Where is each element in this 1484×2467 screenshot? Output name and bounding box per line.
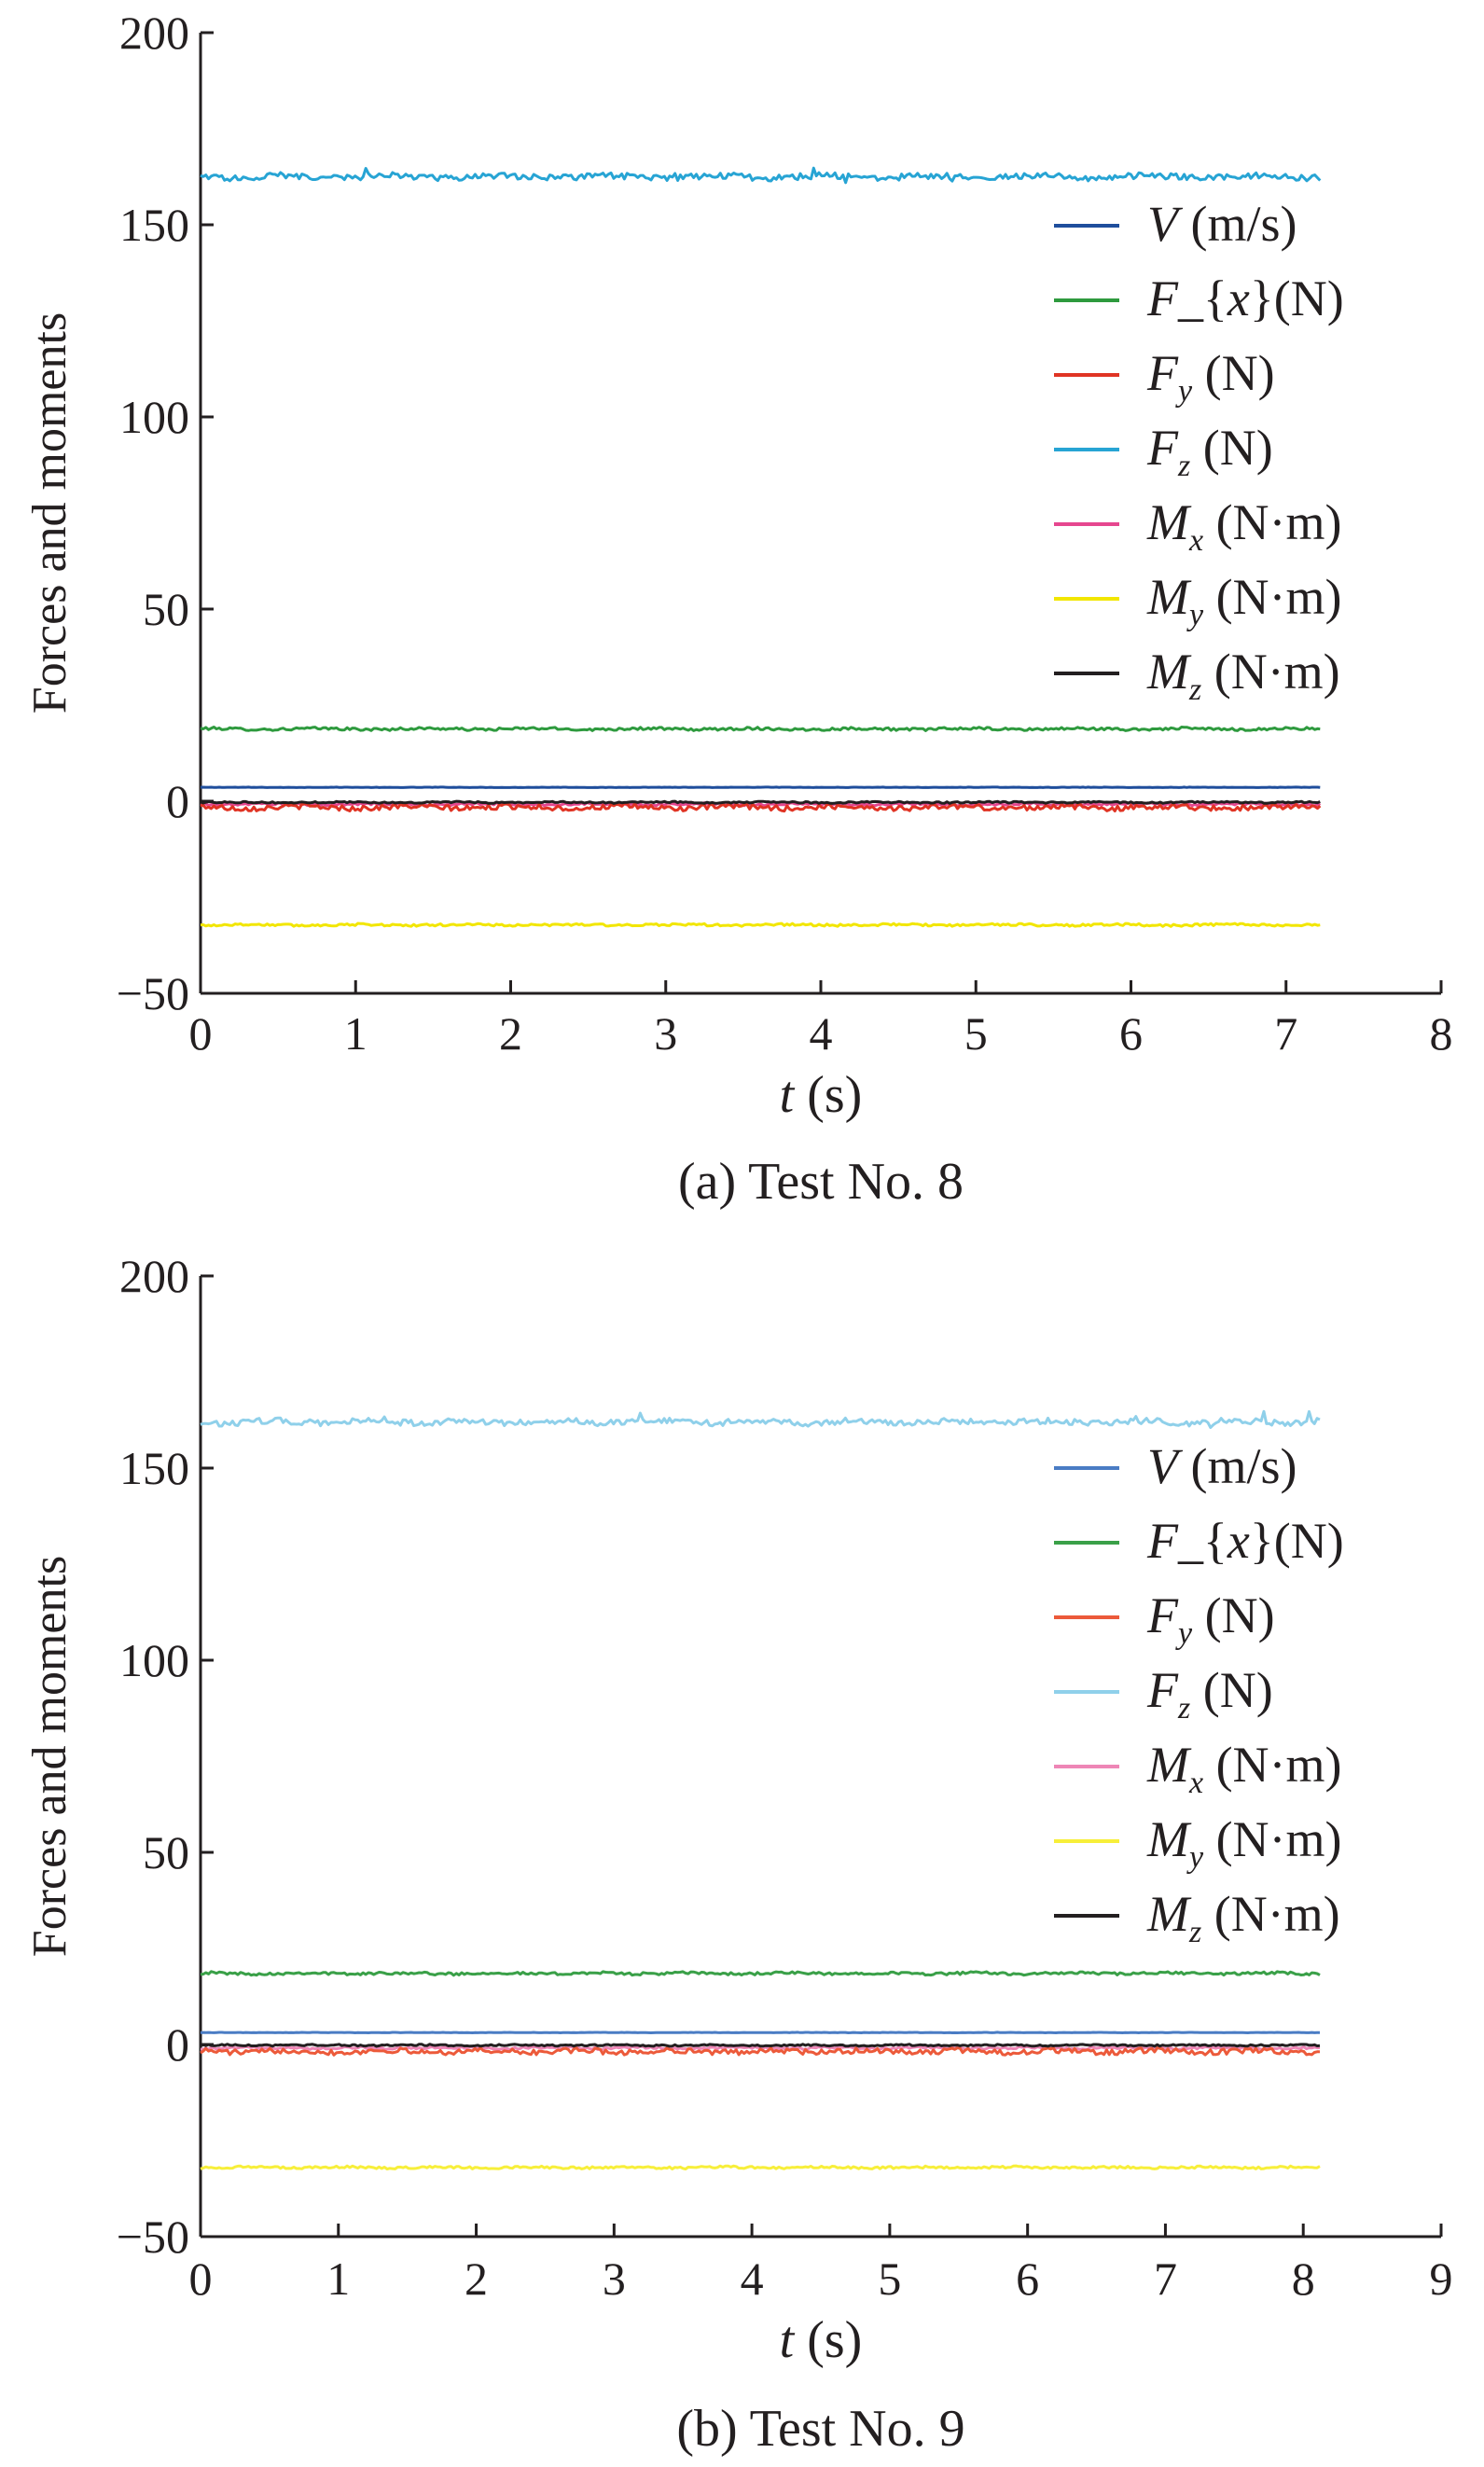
panel-caption: (a) Test No. 8 <box>678 1153 964 1211</box>
y-axis-label: Forces and moments <box>23 312 76 714</box>
x-tick-label: 7 <box>1154 2252 1177 2305</box>
series-line-fz-n <box>200 1409 1321 1430</box>
y-tick-label: 50 <box>143 1826 189 1878</box>
series-line-fy-n <box>200 2045 1321 2057</box>
legend-label: F_{x}(N) <box>1146 270 1344 326</box>
x-tick-label: 4 <box>810 1007 833 1060</box>
x-tick-label: 5 <box>964 1007 988 1060</box>
legend-item: Fz (N) <box>1054 1662 1273 1726</box>
legend: V (m/s) F_{x}(N) Fy (N) Fz (N) Mx (N·m) My (N… <box>1054 1438 1344 1949</box>
legend: V (m/s) F_{x}(N) Fy (N) Fz (N) Mx (N·m) My (N… <box>1054 196 1344 707</box>
y-tick-label: 50 <box>143 583 189 635</box>
legend-item: Fz (N) <box>1054 420 1273 483</box>
series-line-my-n-m <box>200 2164 1321 2170</box>
y-tick-label: −50 <box>117 2211 189 2263</box>
x-axis-label: t (s) <box>780 1066 863 1124</box>
x-tick-label: 2 <box>499 1007 522 1060</box>
series-line-v-m-s <box>200 785 1321 789</box>
legend-label: Mz (N·m) <box>1146 644 1340 707</box>
x-tick-label: 1 <box>326 2252 350 2305</box>
legend-item: Mz (N·m) <box>1054 644 1340 707</box>
x-tick-label: 7 <box>1274 1007 1297 1060</box>
x-tick-label: 1 <box>344 1007 368 1060</box>
panel-caption: (b) Test No. 9 <box>676 2400 964 2458</box>
legend-item: My (N·m) <box>1054 569 1342 632</box>
x-tick-label: 8 <box>1292 2252 1315 2305</box>
x-axis-label: t (s) <box>780 2311 863 2369</box>
legend-label: Fz (N) <box>1146 1662 1273 1726</box>
x-tick-label: 0 <box>189 2252 213 2305</box>
y-tick-label: 200 <box>119 7 189 59</box>
legend-label: V (m/s) <box>1147 196 1297 252</box>
y-tick-label: 150 <box>119 199 189 251</box>
series-line-v-m-s <box>200 2030 1320 2034</box>
legend-label: Mz (N·m) <box>1146 1886 1340 1949</box>
y-tick-label: 0 <box>166 775 189 827</box>
legend-item: Fy (N) <box>1054 345 1275 409</box>
y-tick-label: 200 <box>119 1250 189 1302</box>
x-tick-label: 6 <box>1119 1007 1143 1060</box>
x-tick-label: 9 <box>1430 2252 1453 2305</box>
y-tick-label: 100 <box>119 1634 189 1686</box>
legend-item: Mx (N·m) <box>1054 1737 1342 1800</box>
series-line-mz-n-m <box>200 799 1321 805</box>
x-tick-label: 6 <box>1016 2252 1039 2305</box>
series-line-my-n-m <box>200 922 1321 928</box>
x-tick-label: 2 <box>465 2252 488 2305</box>
legend-item: Fy (N) <box>1054 1587 1275 1651</box>
y-tick-label: 150 <box>119 1442 189 1494</box>
y-tick-label: −50 <box>117 967 189 1019</box>
series-line-fy-n <box>200 802 1322 813</box>
y-tick-label: 0 <box>166 2018 189 2071</box>
legend-item: Mz (N·m) <box>1054 1886 1340 1949</box>
legend-item: F_{x}(N) <box>1054 1513 1344 1569</box>
legend-label: V (m/s) <box>1147 1438 1297 1494</box>
x-tick-label: 8 <box>1430 1007 1453 1060</box>
legend-item: F_{x}(N) <box>1054 270 1344 326</box>
series-line-f-x-n <box>200 1970 1321 1977</box>
y-axis-label: Forces and moments <box>23 1556 76 1957</box>
legend-item: V (m/s) <box>1054 1438 1297 1494</box>
legend-label: My (N·m) <box>1146 569 1342 632</box>
x-tick-label: 5 <box>878 2252 901 2305</box>
legend-label: Fy (N) <box>1146 1587 1275 1651</box>
legend-item: V (m/s) <box>1054 196 1297 252</box>
legend-item: Mx (N·m) <box>1054 494 1342 558</box>
y-tick-label: 100 <box>119 391 189 443</box>
legend-item: My (N·m) <box>1054 1811 1342 1875</box>
legend-label: Fz (N) <box>1146 420 1273 483</box>
series-line-f-x-n <box>200 726 1321 732</box>
x-tick-label: 0 <box>189 1007 213 1060</box>
legend-label: Mx (N·m) <box>1146 1737 1342 1800</box>
x-tick-label: 4 <box>741 2252 764 2305</box>
x-tick-label: 3 <box>603 2252 626 2305</box>
legend-label: My (N·m) <box>1146 1811 1342 1875</box>
series-line-fz-n <box>200 166 1322 185</box>
legend-label: Mx (N·m) <box>1146 494 1342 558</box>
series-line-mz-n-m <box>200 2043 1321 2048</box>
legend-label: Fy (N) <box>1146 345 1275 409</box>
legend-label: F_{x}(N) <box>1146 1513 1344 1569</box>
x-tick-label: 3 <box>654 1007 677 1060</box>
